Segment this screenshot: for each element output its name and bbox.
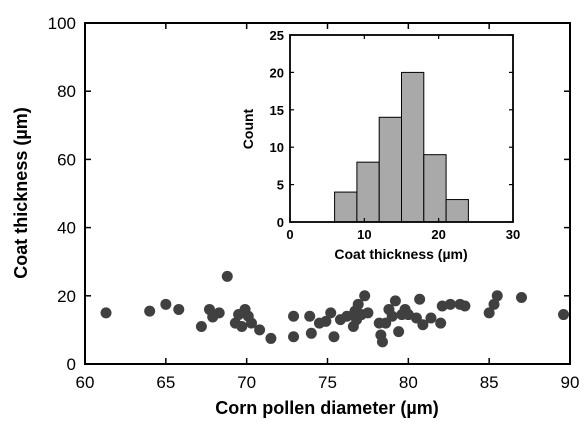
scatter-point bbox=[254, 324, 266, 336]
scatter-point bbox=[425, 312, 437, 324]
scatter-point bbox=[288, 310, 300, 322]
scatter-y-tick-label: 0 bbox=[67, 355, 76, 374]
histogram-y-tick-label: 25 bbox=[270, 28, 284, 43]
scatter-point bbox=[483, 307, 495, 319]
histogram-y-tick-label: 0 bbox=[277, 215, 284, 230]
scatter-point bbox=[100, 307, 112, 319]
scatter-point bbox=[516, 292, 527, 304]
scatter-y-tick-label: 20 bbox=[57, 287, 76, 306]
scatter-y-tick-label: 60 bbox=[57, 150, 76, 169]
scatter-point bbox=[144, 305, 156, 317]
scatter-point bbox=[459, 300, 471, 312]
scatter-point bbox=[393, 326, 405, 338]
scatter-x-tick-label: 75 bbox=[318, 373, 337, 392]
scatter-y-tick-label: 40 bbox=[57, 219, 76, 238]
histogram-bar bbox=[445, 199, 469, 223]
scatter-x-tick-label: 80 bbox=[399, 373, 418, 392]
histogram-y-tick-label: 15 bbox=[270, 103, 284, 118]
scatter-x-axis-title: Corn pollen diameter (µm) bbox=[215, 398, 438, 418]
histogram-bar bbox=[401, 71, 425, 223]
scatter-point bbox=[265, 332, 277, 344]
scatter-y-axis-title: Coat thickness (µm) bbox=[11, 107, 31, 278]
histogram-x-tick-label: 10 bbox=[357, 227, 371, 242]
scatter-point bbox=[389, 295, 401, 307]
scatter-point bbox=[414, 293, 426, 305]
scatter-y-tick-label: 100 bbox=[48, 14, 76, 33]
histogram-ticks: 0 10 20 30 0 5 10 15 20 25 bbox=[270, 28, 521, 242]
scatter-x-tick-label: 90 bbox=[561, 373, 580, 392]
scatter-point bbox=[410, 312, 422, 324]
scatter-point bbox=[352, 298, 364, 310]
histogram-bar bbox=[356, 161, 380, 223]
scatter-point bbox=[213, 307, 225, 319]
scatter-point bbox=[341, 310, 353, 322]
scatter-point bbox=[362, 307, 374, 319]
histogram-bar bbox=[334, 191, 358, 223]
scatter-point bbox=[417, 319, 429, 331]
scatter-point bbox=[195, 320, 207, 332]
scatter-points bbox=[100, 270, 570, 348]
scatter-point bbox=[236, 320, 248, 332]
scatter-point bbox=[359, 290, 371, 302]
scatter-point bbox=[488, 298, 500, 310]
scatter-point bbox=[320, 315, 332, 327]
histogram-bars bbox=[334, 71, 469, 223]
scatter-x-tick-label: 85 bbox=[480, 373, 499, 392]
scatter-point bbox=[305, 327, 317, 339]
scatter-point bbox=[386, 310, 398, 322]
scatter-point bbox=[376, 336, 388, 348]
scatter-point bbox=[444, 298, 456, 310]
histogram-y-axis-title: Count bbox=[240, 108, 256, 149]
scatter-y-tick-label: 80 bbox=[57, 82, 76, 101]
scatter-point bbox=[435, 317, 447, 329]
scatter-point bbox=[328, 331, 340, 343]
histogram-bar bbox=[423, 154, 447, 223]
scatter-point bbox=[380, 317, 392, 329]
histogram-y-tick-label: 5 bbox=[277, 178, 284, 193]
scatter-point bbox=[325, 307, 337, 319]
histogram-y-tick-label: 20 bbox=[270, 65, 284, 80]
histogram-inset: 0 10 20 30 0 5 10 15 20 25 Coat thickness (µm) Co… bbox=[240, 28, 520, 262]
histogram-x-tick-label: 20 bbox=[431, 227, 445, 242]
scatter-point bbox=[221, 270, 233, 282]
histogram-x-tick-label: 30 bbox=[506, 227, 520, 242]
scatter-point bbox=[304, 310, 316, 322]
scatter-point bbox=[160, 298, 172, 310]
scatter-point bbox=[491, 290, 503, 302]
histogram-x-axis-title: Coat thickness (µm) bbox=[334, 246, 467, 262]
scatter-point bbox=[558, 309, 570, 321]
scatter-point bbox=[288, 331, 300, 343]
scatter-x-tick-label: 65 bbox=[156, 373, 175, 392]
histogram-x-tick-label: 0 bbox=[286, 227, 293, 242]
histogram-y-tick-label: 10 bbox=[270, 140, 284, 155]
scatter-x-tick-label: 70 bbox=[237, 373, 256, 392]
scatter-point bbox=[246, 317, 258, 329]
scatter-point bbox=[173, 303, 185, 315]
scatter-x-tick-label: 60 bbox=[76, 373, 95, 392]
histogram-frame bbox=[289, 34, 514, 223]
histogram-bar bbox=[378, 116, 403, 223]
